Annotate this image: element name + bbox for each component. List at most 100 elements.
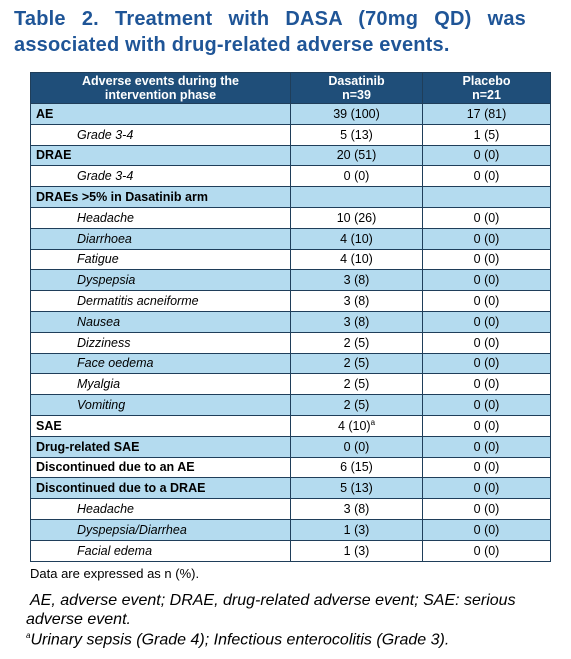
value-cell: 0 (0) bbox=[422, 518, 551, 541]
value-cell: 0 (0) bbox=[422, 269, 551, 292]
cell-value: 20 (51) bbox=[336, 148, 377, 163]
table-row: DRAE 20 (51) 0 (0) bbox=[30, 144, 551, 167]
value-cell: 5 (13) bbox=[290, 123, 423, 146]
row-label: Dyspepsia bbox=[30, 269, 291, 292]
value-cell: 0 (0) bbox=[422, 414, 551, 437]
value-cell: 1 (3) bbox=[290, 539, 423, 562]
cell-value: 0 (0) bbox=[473, 294, 500, 309]
value-cell: 0 (0) bbox=[422, 498, 551, 520]
cell-value: 0 (0) bbox=[473, 460, 500, 475]
value-cell: 0 (0) bbox=[422, 373, 551, 396]
row-label: Face oedema bbox=[30, 352, 291, 375]
value-cell: 20 (51) bbox=[290, 144, 423, 167]
header-text: Dasatinib bbox=[328, 74, 385, 88]
row-label: Diarrhoea bbox=[30, 227, 291, 250]
cell-value: 17 (81) bbox=[466, 106, 507, 121]
value-cell: 3 (8) bbox=[290, 310, 423, 333]
value-cell: 0 (0) bbox=[422, 206, 551, 229]
row-label: Headache bbox=[30, 498, 291, 520]
value-cell: 0 (0) bbox=[422, 477, 551, 500]
value-cell: 2 (5) bbox=[290, 373, 423, 396]
value-cell: 3 (8) bbox=[290, 498, 423, 520]
cell-value: 0 (0) bbox=[343, 169, 370, 184]
value-cell: 4 (10) bbox=[290, 248, 423, 271]
cell-value: 0 (0) bbox=[473, 356, 500, 371]
cell-value: 39 (100) bbox=[333, 106, 380, 121]
table-row: Dizziness 2 (5) 0 (0) bbox=[30, 331, 551, 354]
table-row: Face oedema 2 (5) 0 (0) bbox=[30, 352, 551, 375]
table-row: Grade 3-4 0 (0) 0 (0) bbox=[30, 165, 551, 188]
row-label: Dermatitis acneiforme bbox=[30, 290, 291, 312]
header-text: Adverse events during the bbox=[82, 74, 239, 88]
value-cell: 0 (0) bbox=[422, 310, 551, 333]
value-cell: 39 (100) bbox=[290, 103, 423, 125]
cell-value: 3 (8) bbox=[343, 273, 370, 288]
cell-value: 4 (10) bbox=[337, 419, 371, 434]
value-cell: 5 (13) bbox=[290, 477, 423, 500]
table-row: Grade 3-4 5 (13) 1 (5) bbox=[30, 123, 551, 146]
value-cell: 0 (0) bbox=[422, 165, 551, 188]
header-text: n=21 bbox=[472, 88, 501, 102]
value-cell: 0 (0) bbox=[422, 331, 551, 354]
cell-value: 0 (0) bbox=[473, 335, 500, 350]
value-cell: 1 (5) bbox=[422, 123, 551, 146]
row-label: Headache bbox=[30, 206, 291, 229]
row-label: Dizziness bbox=[30, 331, 291, 354]
superscript: a bbox=[370, 418, 376, 428]
value-cell: 4 (10)a bbox=[290, 414, 423, 437]
row-label: DRAEs >5% in Dasatinib arm bbox=[30, 186, 291, 208]
table-row: SAE 4 (10)a 0 (0) bbox=[30, 414, 551, 437]
cell-value: 3 (8) bbox=[343, 502, 370, 517]
value-cell: 0 (0) bbox=[422, 290, 551, 312]
value-cell: 2 (5) bbox=[290, 331, 423, 354]
row-label: Grade 3-4 bbox=[30, 123, 291, 146]
value-cell: 2 (5) bbox=[290, 394, 423, 416]
cell-value: 0 (0) bbox=[473, 439, 500, 454]
value-cell: 17 (81) bbox=[422, 103, 551, 125]
cell-value: 2 (5) bbox=[343, 335, 370, 350]
row-label: Myalgia bbox=[30, 373, 291, 396]
cell-value: 1 (5) bbox=[473, 127, 500, 142]
table-row: Fatigue 4 (10) 0 (0) bbox=[30, 248, 551, 271]
abbreviations: AE, adverse event; DRAE, drug-related ad… bbox=[26, 592, 516, 628]
cell-value: 0 (0) bbox=[473, 210, 500, 225]
cell-value: 0 (0) bbox=[473, 231, 500, 246]
cell-value: 0 (0) bbox=[473, 398, 500, 413]
footnote-text: Urinary sepsis (Grade 4); Infectious ent… bbox=[30, 631, 450, 649]
cell-value: 3 (8) bbox=[343, 314, 370, 329]
row-label: Nausea bbox=[30, 310, 291, 333]
row-label: DRAE bbox=[30, 144, 291, 167]
table-row: Vomiting 2 (5) 0 (0) bbox=[30, 394, 551, 416]
value-cell: 0 (0) bbox=[290, 165, 423, 188]
cell-value: 1 (3) bbox=[343, 543, 370, 558]
value-cell: 0 (0) bbox=[422, 248, 551, 271]
table: Adverse events during the intervention ph… bbox=[30, 72, 551, 562]
value-cell: 0 (0) bbox=[422, 456, 551, 479]
table-row: DRAEs >5% in Dasatinib arm bbox=[30, 186, 551, 208]
value-cell bbox=[422, 186, 551, 208]
header-text: intervention phase bbox=[104, 88, 217, 102]
table-row: Dyspepsia/Diarrhea 1 (3) 0 (0) bbox=[30, 518, 551, 541]
cell-value: 6 (15) bbox=[340, 460, 373, 475]
value-cell: 0 (0) bbox=[422, 435, 551, 458]
row-label: Vomiting bbox=[30, 394, 291, 416]
table-row: Facial edema 1 (3) 0 (0) bbox=[30, 539, 551, 562]
header-text: n=39 bbox=[342, 88, 371, 102]
value-cell: 4 (10) bbox=[290, 227, 423, 250]
header-text: Placebo bbox=[462, 74, 511, 88]
cell-value: 1 (3) bbox=[343, 522, 370, 537]
header-cell: Placebo n=21 bbox=[422, 72, 551, 104]
value-cell: 3 (8) bbox=[290, 269, 423, 292]
cell-value: 2 (5) bbox=[343, 398, 370, 413]
value-cell: 10 (26) bbox=[290, 206, 423, 229]
value-cell: 0 (0) bbox=[290, 435, 423, 458]
cell-value: 0 (0) bbox=[473, 148, 500, 163]
cell-value: 10 (26) bbox=[336, 210, 377, 225]
value-cell: 2 (5) bbox=[290, 352, 423, 375]
cell-value: 2 (5) bbox=[343, 356, 370, 371]
table-row: Headache 10 (26) 0 (0) bbox=[30, 206, 551, 229]
row-label: AE bbox=[30, 103, 291, 125]
value-cell: 1 (3) bbox=[290, 518, 423, 541]
table-row: Myalgia 2 (5) 0 (0) bbox=[30, 373, 551, 396]
